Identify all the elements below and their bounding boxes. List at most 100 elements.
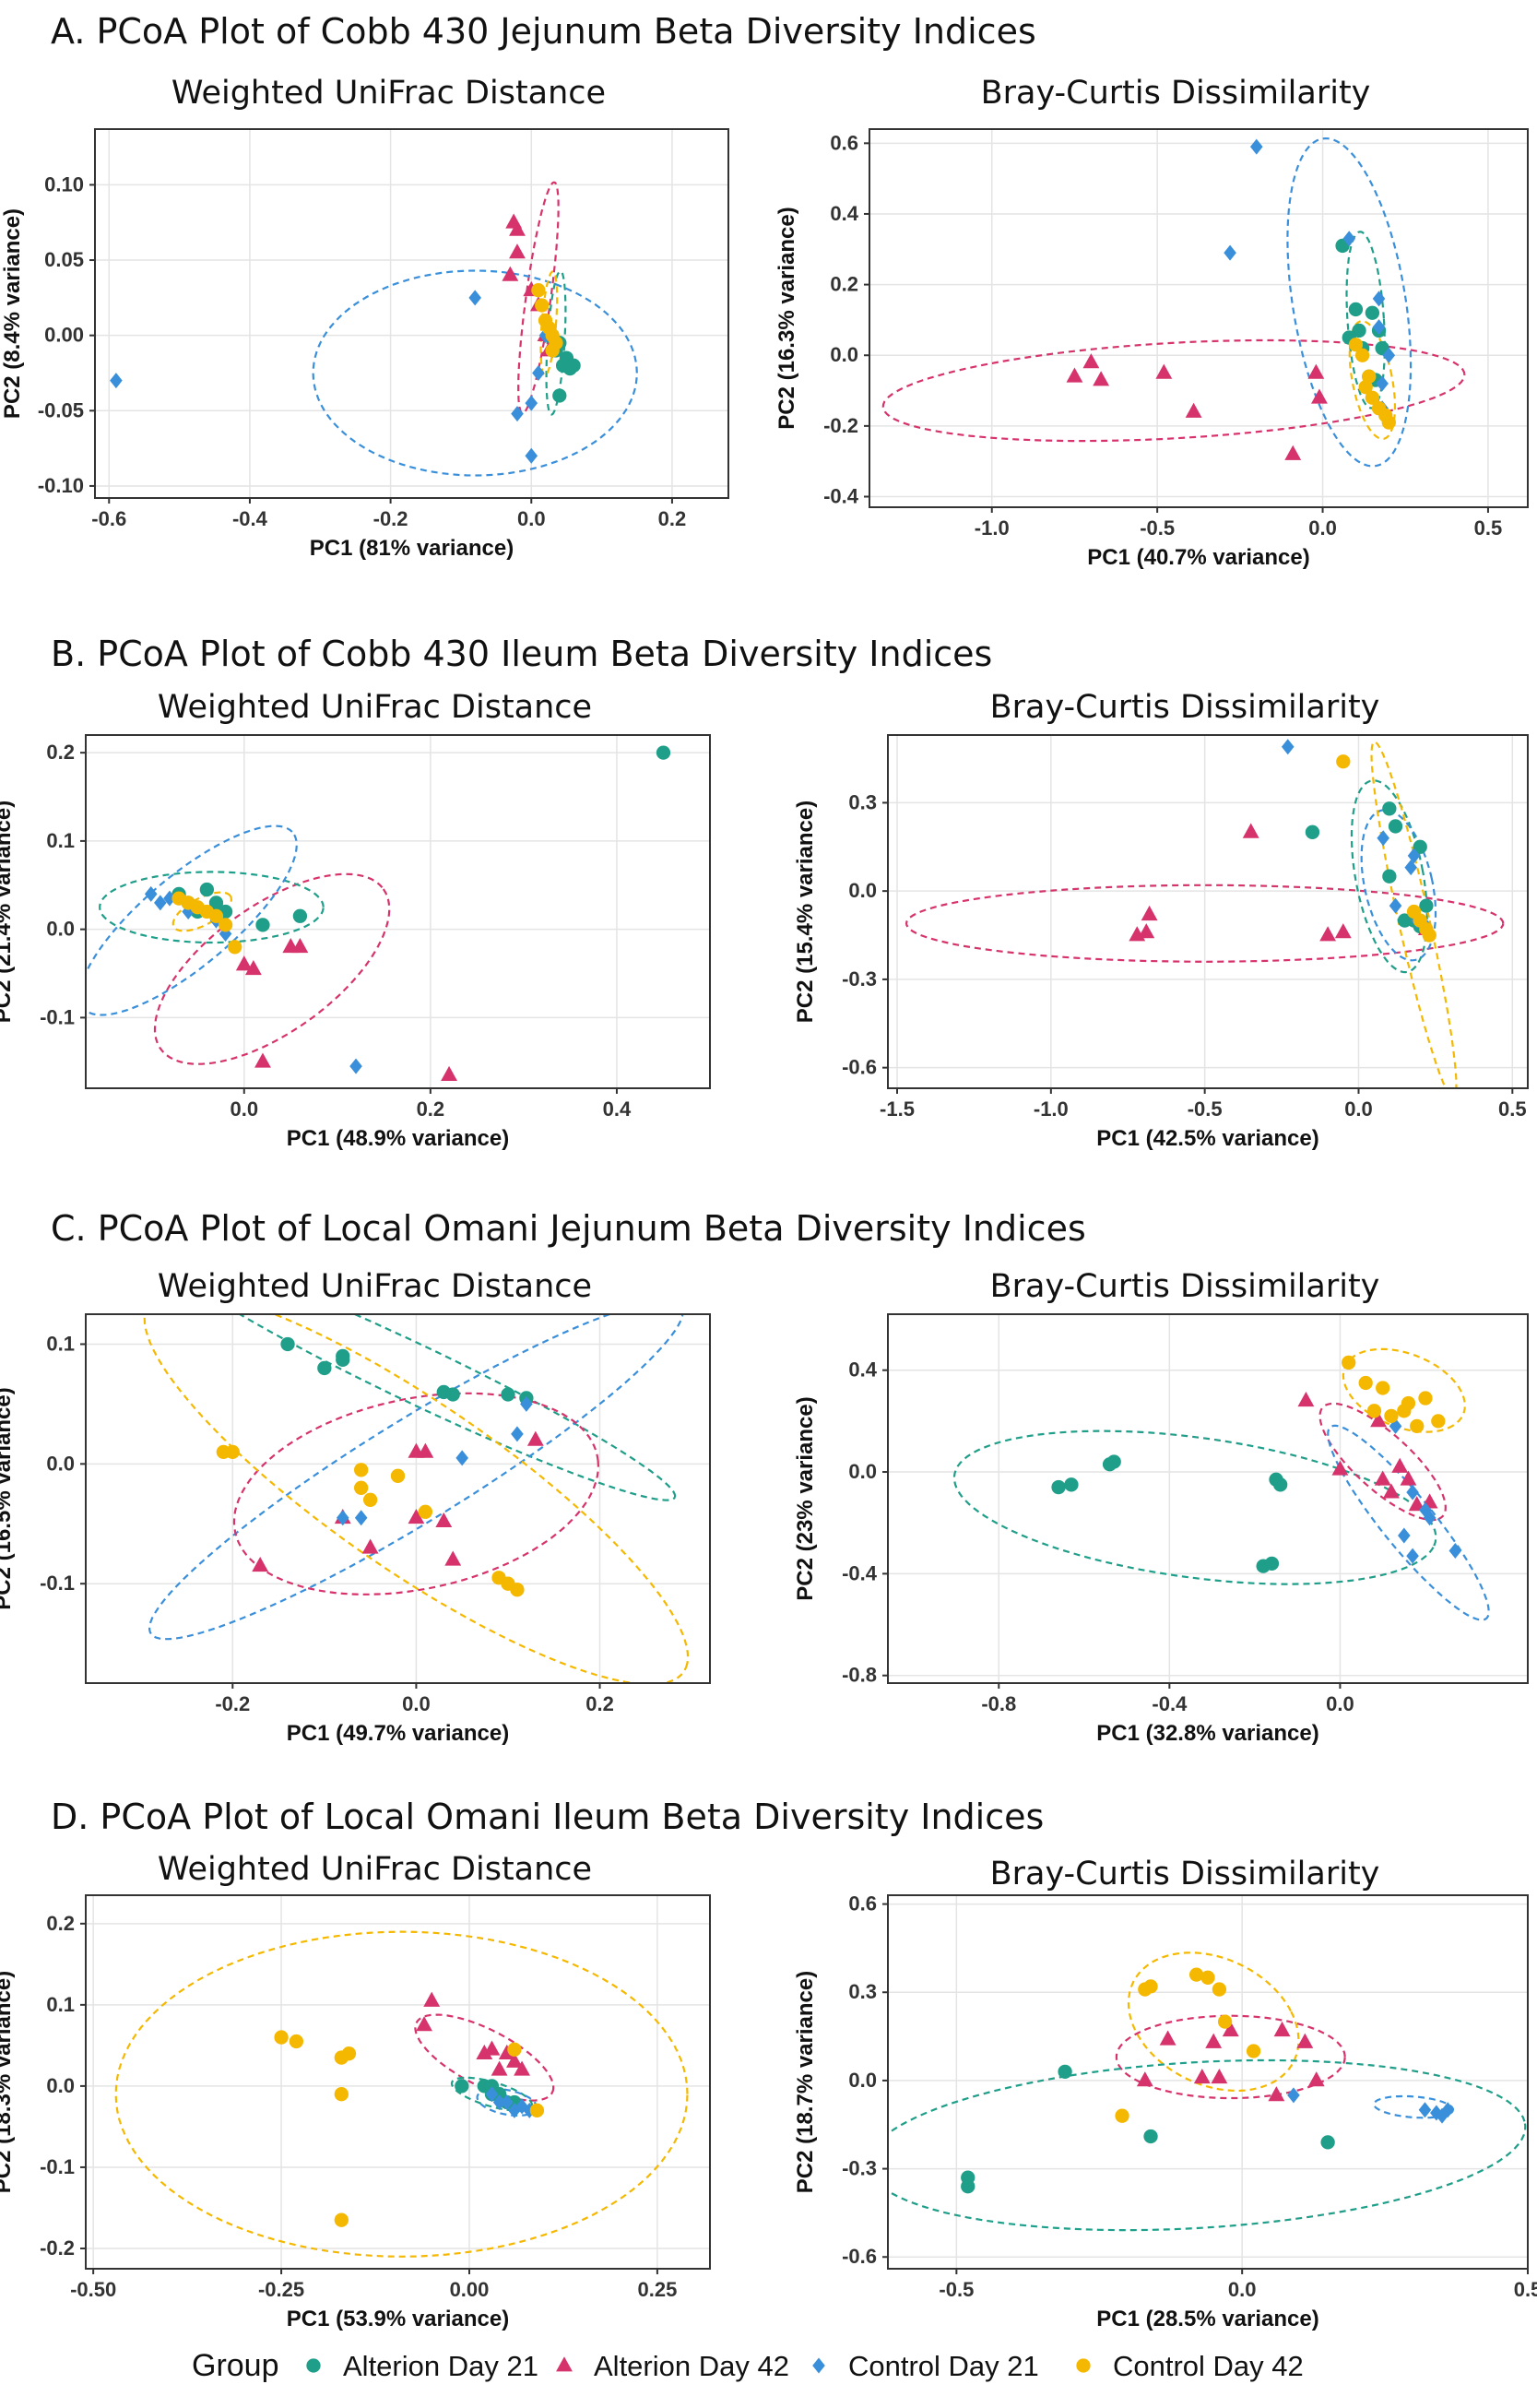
data-point-alterion-day-42 [1319,926,1337,942]
x-tick-label: 0.00 [450,2278,490,2301]
data-point-alterion-day-21 [656,745,671,760]
y-axis-label: PC2 (15.4% variance) [793,801,818,1023]
data-point-alterion-day-42 [1159,2030,1176,2046]
data-point-control-day-21 [110,373,123,389]
data-point-control-day-21 [1372,319,1386,336]
panel-border [85,1894,711,2270]
data-point-control-day-42 [1365,390,1380,405]
data-point-alterion-day-42 [1222,2021,1239,2037]
confidence-ellipse-control-day-42 [143,1314,690,1683]
data-point-alterion-day-21 [1365,305,1380,320]
legend-item-alterion-day-42: Alterion Day 42 [556,2350,789,2382]
data-point-alterion-day-21 [1320,2135,1335,2150]
pcoa-panel-5: Weighted UniFrac Distance -0.2 0.0 0.2 -0.1 0… [0,1268,711,1746]
data-point-control-day-21 [1342,231,1356,247]
data-point-alterion-day-42 [254,1052,271,1068]
data-point-alterion-day-42 [1268,2086,1285,2102]
data-point-control-day-42 [1188,1967,1204,1982]
data-point-control-day-42 [1410,1418,1425,1434]
data-point-control-day-21 [515,2098,528,2115]
section-title-a: A. PCoA Plot of Cobb 430 Jejunum Beta Di… [51,11,1036,52]
point-layer [110,213,581,464]
data-point-alterion-day-42 [514,2060,531,2076]
data-point-alterion-day-21 [455,2079,469,2094]
panel-border [94,128,729,499]
x-tick-label: -0.8 [981,1692,1016,1715]
data-point-control-day-42 [362,1492,378,1507]
data-point-control-day-42 [218,918,233,932]
y-axis-label: PC2 (8.4% variance) [0,208,25,419]
x-tick-label: -0.50 [70,2278,116,2301]
data-point-control-day-21 [1448,1543,1462,1560]
panel-border [887,1313,1529,1684]
data-point-control-day-21 [154,895,167,911]
ellipse-layer [143,1314,690,1683]
confidence-ellipse-control-day-21 [1360,809,1437,962]
data-point-alterion-day-42 [361,1538,379,1554]
panel-title: Bray-Curtis Dissimilarity [981,75,1371,112]
data-point-control-day-21 [163,890,176,907]
x-tick-label: -0.6 [91,507,126,530]
data-point-alterion-day-42 [1155,363,1173,379]
ellipse-layer [888,1951,1527,2232]
data-point-alterion-day-42 [444,1550,462,1566]
confidence-ellipse-control-day-42 [1342,1347,1466,1433]
x-axis-label: PC1 (49.7% variance) [287,1721,509,1746]
x-tick-label: 0.5 [1514,2278,1537,2301]
data-point-control-day-42 [1354,348,1370,362]
data-point-alterion-day-42 [291,938,309,954]
x-axis-label: PC1 (48.9% variance) [287,1126,509,1151]
section-title-b: B. PCoA Plot of Cobb 430 Ileum Beta Dive… [51,634,992,674]
y-tick-label: -0.6 [842,2245,877,2268]
confidence-ellipse-control-day-42 [114,1930,689,2258]
x-tick-label: 0.2 [585,1692,614,1715]
pcoa-panel-3: Weighted UniFrac Distance 0.0 0.2 0.4 -0.1 0.… [0,689,711,1151]
data-point-alterion-day-42 [1296,2033,1314,2048]
data-point-alterion-day-21 [1352,323,1366,338]
y-axis-label: PC2 (23% variance) [793,1396,818,1600]
y-tick-label: 0.0 [46,918,75,941]
data-point-control-day-42 [1342,1355,1356,1370]
data-point-control-day-21 [525,395,538,411]
y-tick-label: -0.4 [842,1561,878,1584]
confidence-ellipse-alterion-day-21 [99,871,325,944]
section-title-c: C. PCoA Plot of Local Omani Jejunum Beta… [51,1208,1086,1249]
x-axis-label: PC1 (81% variance) [310,536,514,561]
plot-area [888,1314,1528,1683]
x-tick-label: 0.0 [230,1097,258,1121]
y-tick-label: 0.1 [46,829,75,852]
data-point-alterion-day-42 [498,2044,515,2060]
data-point-alterion-day-21 [208,896,224,910]
point-layer [144,745,671,1082]
data-point-control-day-42 [390,1468,406,1483]
y-tick-label: 0.0 [46,2074,75,2097]
data-point-alterion-day-42 [1383,1483,1400,1499]
data-point-control-day-21 [1376,375,1389,392]
legend-label: Alterion Day 21 [343,2350,538,2382]
data-point-alterion-day-42 [1307,363,1325,379]
y-tick-label: 0.05 [44,248,84,271]
data-point-control-day-21 [1407,848,1421,864]
confidence-ellipse-control-day-21 [1327,1424,1490,1621]
legend-label: Alterion Day 42 [594,2350,789,2382]
point-layer [961,1967,1455,2194]
data-point-alterion-day-42 [408,1509,425,1524]
confidence-ellipse-control-day-21 [312,269,638,477]
data-point-alterion-day-21 [501,1387,515,1402]
pcoa-panel-2: Bray-Curtis Dissimilarity -1.0 -0.5 0.0 0.5 -… [774,75,1529,570]
data-point-control-day-21 [520,1395,533,1412]
data-point-control-day-21 [511,1426,524,1442]
data-point-alterion-day-21 [1051,1479,1066,1495]
data-point-control-day-21 [468,290,481,306]
data-point-control-day-21 [455,1450,468,1466]
y-tick-label: -0.10 [38,474,84,497]
data-point-control-day-42 [545,343,560,358]
x-axis-label: PC1 (40.7% variance) [1087,545,1309,570]
data-point-control-day-42 [225,1444,240,1460]
y-tick-label: 0.10 [44,172,84,196]
data-point-control-day-42 [1431,1414,1446,1429]
data-point-control-day-21 [532,364,545,381]
confidence-ellipse-alterion-day-42 [881,338,1466,443]
x-tick-label: 0.0 [1344,1097,1373,1121]
legend-item-control-day-21: Control Day 21 [812,2350,1039,2382]
